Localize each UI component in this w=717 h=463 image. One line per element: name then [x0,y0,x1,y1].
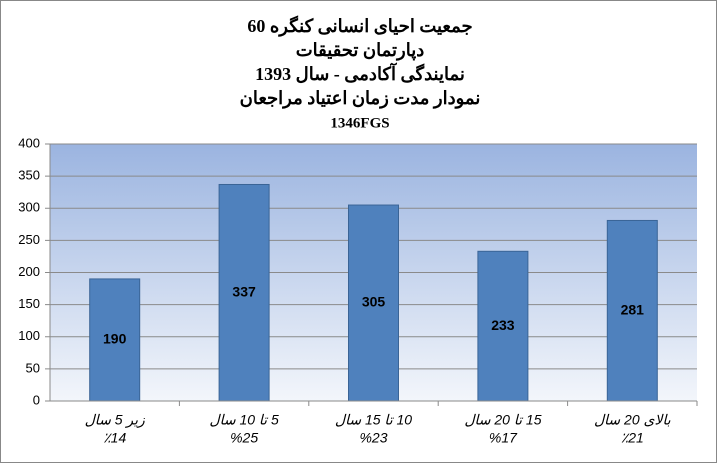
chart-title: نمودار مدت زمان اعتیاد مراجعان [240,88,481,109]
x-tick-label: %17 [489,430,518,446]
x-tick-label: ٪14 [103,430,126,446]
chart-title: نمایندگی آکادمی - سال 1393 [255,62,465,84]
bar [477,250,529,402]
data-label: 337 [232,283,256,299]
x-tick-label: ٪21 [621,430,644,446]
y-tick-label: 150 [18,296,40,311]
x-tick-label: 15 تا 20 سال [464,412,541,428]
x-tick-label: %25 [230,430,258,446]
data-label: 281 [621,301,645,317]
bar [89,278,141,402]
y-tick-label: 0 [33,392,40,407]
y-tick-label: 50 [26,360,40,375]
x-tick-label: بالای 20 سال [594,412,671,428]
y-tick-label: 200 [18,264,40,279]
data-label: 233 [491,317,515,333]
x-tick-label: 5 تا 10 سال [209,412,279,428]
y-tick-label: 300 [18,200,40,215]
y-tick-label: 100 [18,328,40,343]
y-tick-label: 350 [18,168,40,183]
data-label: 190 [103,331,127,347]
chart-title: 1346FGS [330,115,389,131]
x-tick-label: 10 تا 15 سال [335,412,412,428]
bar [606,219,658,402]
chart-title: جمعیت احیای انسانی کنگره 60 [247,15,472,37]
y-tick-label: 250 [18,232,40,247]
bar [348,204,399,402]
y-tick-label: 400 [18,135,40,150]
x-tick-label: زیر 5 سال [85,412,145,429]
chart-title: دپارتمان تحقیقات [296,40,425,61]
bar [218,183,270,402]
data-label: 305 [362,294,386,310]
x-tick-label: %23 [359,430,387,446]
